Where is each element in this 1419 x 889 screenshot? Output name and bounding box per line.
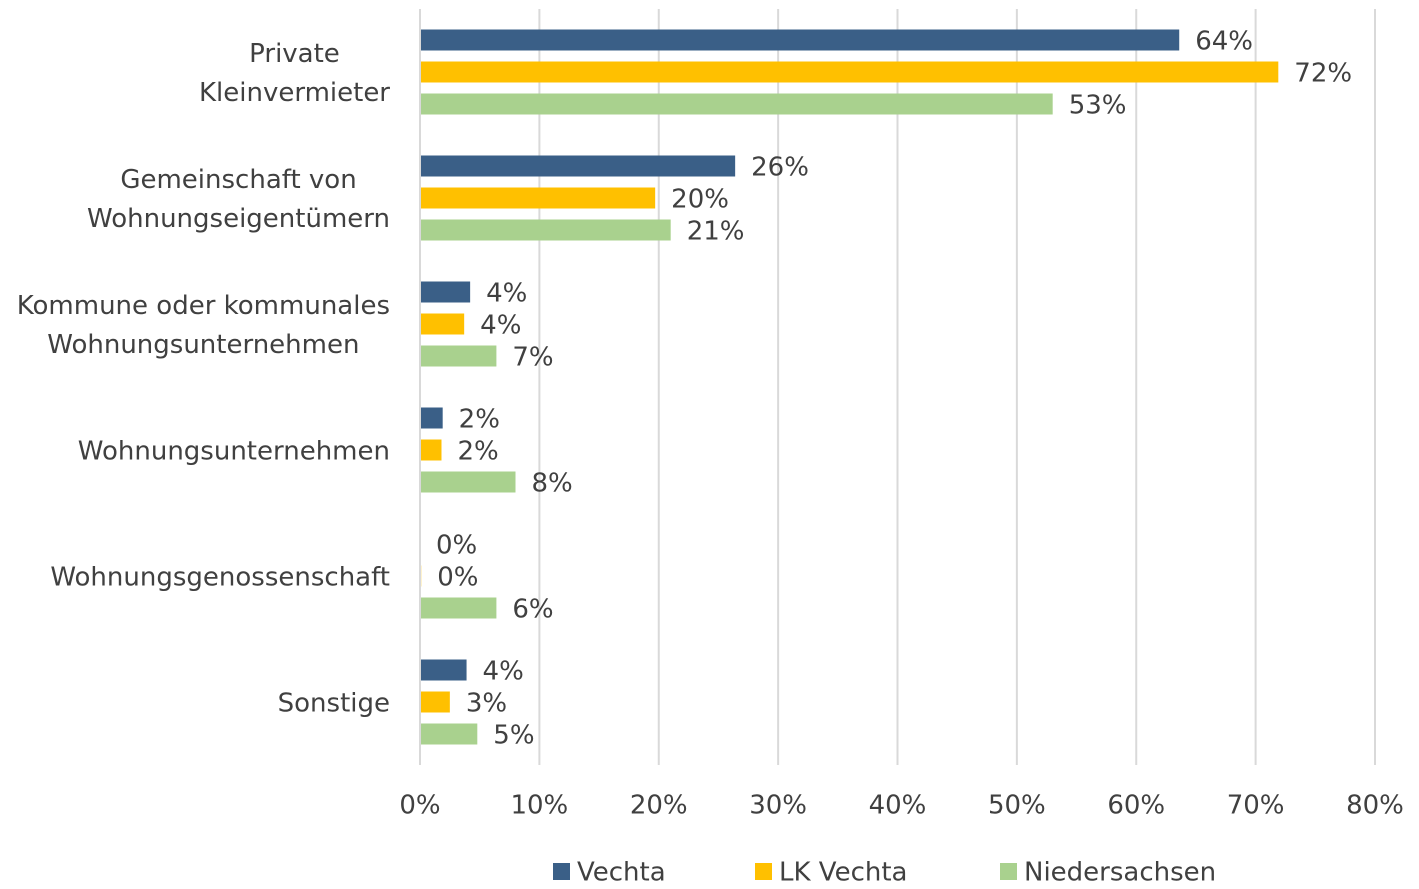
legend-label: LK Vechta	[779, 858, 907, 886]
legend-swatch	[755, 863, 772, 880]
data-label: 0%	[436, 531, 477, 561]
x-tick-label: 70%	[1227, 791, 1285, 821]
x-tick-label: 80%	[1346, 791, 1404, 821]
legend-label: Vechta	[577, 858, 666, 886]
data-label: 72%	[1294, 59, 1352, 89]
data-label: 7%	[512, 343, 553, 373]
bar	[420, 659, 467, 681]
legend-swatch	[553, 863, 570, 880]
bar	[420, 93, 1053, 115]
x-tick-label: 20%	[630, 791, 688, 821]
data-label: 5%	[493, 721, 534, 751]
data-label: 4%	[483, 657, 524, 687]
y-tick-label: Kommune oder kommunales	[17, 291, 390, 321]
data-label: 4%	[486, 279, 527, 309]
data-label: 20%	[671, 185, 729, 215]
data-label: 2%	[459, 405, 500, 435]
bar	[420, 61, 1279, 83]
data-label: 4%	[480, 311, 521, 341]
bar	[420, 345, 497, 367]
y-tick-label: Sonstige	[278, 689, 390, 719]
bar	[420, 313, 465, 335]
y-tick-label: Wohnungsgenossenschaft	[50, 563, 390, 593]
y-tick-label: Private	[249, 39, 340, 69]
y-tick-label: Kleinvermieter	[199, 78, 390, 108]
bar	[420, 29, 1180, 51]
y-tick-label: Gemeinschaft von	[120, 165, 356, 195]
x-tick-label: 40%	[869, 791, 927, 821]
bar	[420, 155, 736, 177]
x-tick-label: 30%	[749, 791, 807, 821]
data-label: 3%	[466, 689, 507, 719]
x-tick-label: 60%	[1107, 791, 1165, 821]
data-label: 21%	[687, 217, 745, 247]
legend-label: Niedersachsen	[1024, 858, 1216, 886]
x-tick-label: 50%	[988, 791, 1046, 821]
legend-swatch	[1000, 863, 1017, 880]
bar	[420, 281, 471, 303]
data-label: 0%	[437, 563, 478, 593]
data-label: 6%	[512, 595, 553, 625]
bar	[420, 723, 478, 745]
bar	[420, 219, 671, 241]
data-label: 64%	[1195, 27, 1253, 57]
data-label: 53%	[1069, 91, 1127, 121]
y-tick-label: Wohnungsunternehmen	[47, 330, 359, 360]
x-tick-label: 0%	[399, 791, 440, 821]
data-label: 8%	[532, 469, 573, 499]
bar	[420, 187, 656, 209]
bar	[420, 471, 516, 493]
x-tick-label: 10%	[510, 791, 568, 821]
bar	[420, 407, 443, 429]
bar	[420, 439, 442, 461]
y-tick-label: Wohnungseigentümern	[87, 204, 390, 234]
bar	[420, 597, 497, 619]
bar	[420, 691, 450, 713]
data-label: 2%	[457, 437, 498, 467]
y-tick-label: Wohnungsunternehmen	[78, 437, 390, 467]
data-label: 26%	[751, 153, 809, 183]
